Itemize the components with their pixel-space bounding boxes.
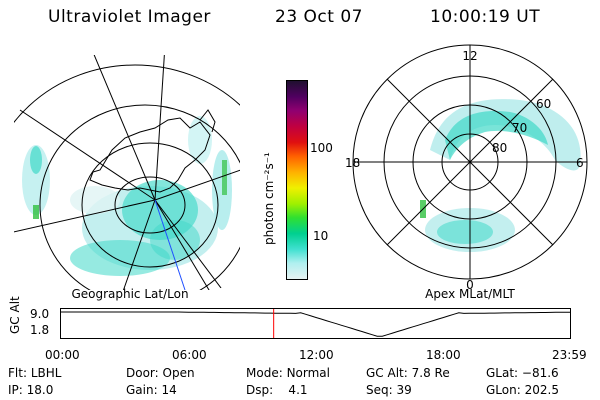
mlat-label-70: 70 [512, 121, 527, 135]
info-gc-alt: GC Alt: 7.8 Re [366, 366, 450, 380]
time-tick-1200: 12:00 [299, 348, 334, 362]
gc-alt-axis-label: GC Alt [8, 296, 22, 334]
timeline-frame [60, 308, 571, 339]
mlat-label-60: 60 [536, 97, 551, 111]
info-gain: Gain: 14 [126, 383, 177, 397]
left-panel-label: Geographic Lat/Lon [71, 287, 188, 301]
time-tick-0600: 06:00 [172, 348, 207, 362]
time-tick-0000: 00:00 [45, 348, 80, 362]
auroral-emission [22, 116, 232, 276]
mlt-label-18: 18 [345, 156, 360, 170]
terminator-line [154, 199, 186, 290]
info-glon: GLon: 202.5 [486, 383, 559, 397]
alt-ytick-high: 9.0 [30, 307, 50, 321]
colorbar [286, 80, 308, 280]
alt-ytick-low: 1.8 [30, 323, 50, 337]
geographic-auroral-image: Geographic Lat/Lon [14, 55, 240, 301]
auroral-oval [420, 99, 581, 252]
gc-alt-timeline [60, 308, 571, 339]
time-tick-2359: 23:59 [552, 348, 587, 362]
time-tick-1800: 18:00 [426, 348, 461, 362]
info-door: Door: Open [126, 366, 195, 380]
colorbar-tick-100: 100 [310, 141, 333, 155]
mlt-label-6: 6 [576, 156, 584, 170]
info-mode: Mode: Normal [246, 366, 330, 380]
colorbar-unit-label: photon cm⁻²s⁻¹ [262, 152, 276, 245]
date-label: 23 Oct 07 [275, 7, 363, 27]
mlt-label-0: 0 [466, 278, 474, 292]
mlat-label-80: 80 [492, 141, 507, 155]
info-flt: Flt: LBHL [8, 366, 62, 380]
instrument-title: Ultraviolet Imager [48, 7, 211, 27]
right-panel-label: Apex MLat/MLT [425, 287, 515, 301]
info-seq: Seq: 39 [366, 383, 412, 397]
time-label: 10:00:19 UT [430, 7, 541, 27]
colorbar-tick-10: 10 [313, 229, 329, 243]
info-ip: IP: 18.0 [8, 383, 54, 397]
info-glat: GLat: −81.6 [486, 366, 559, 380]
mlat-mlt-grid [352, 44, 588, 280]
magnetic-auroral-image: 12 0 18 6 80 70 60 Apex MLat/MLT [345, 44, 588, 301]
info-dsp: Dsp: 4.1 [246, 383, 308, 397]
geographic-grid [14, 55, 240, 290]
continent-outline [89, 117, 211, 193]
altitude-curve [61, 311, 571, 337]
mlt-label-12: 12 [462, 49, 477, 63]
